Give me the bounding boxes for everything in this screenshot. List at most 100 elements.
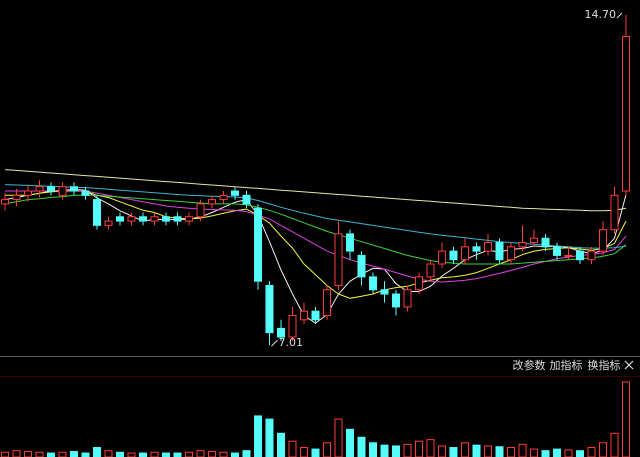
volume-bar	[403, 443, 412, 457]
label-arrow	[616, 12, 623, 19]
candle-body	[139, 216, 147, 222]
volume-bar	[185, 451, 193, 457]
volume-bar	[472, 444, 481, 457]
volume-bar	[242, 450, 251, 457]
candle-body	[288, 315, 297, 338]
candle-body	[334, 233, 343, 286]
candle-body	[599, 229, 607, 252]
candle-body	[495, 242, 504, 261]
volume-bar	[380, 444, 389, 457]
ma-line	[4, 194, 627, 265]
close-button[interactable]	[624, 360, 634, 370]
volume-bar	[231, 452, 239, 457]
toolbar-button[interactable]: 换指标	[588, 358, 621, 372]
volume-bar	[208, 450, 216, 457]
volume-bar	[93, 447, 101, 457]
candle-body	[587, 250, 596, 261]
candle-body	[622, 35, 630, 192]
candle-body	[93, 199, 101, 226]
candle-body	[426, 263, 435, 278]
volume-bar	[173, 452, 182, 457]
candle-body	[530, 237, 538, 244]
candle-body	[58, 186, 67, 196]
volume-bar	[196, 450, 205, 457]
volume-bar	[219, 451, 228, 457]
volume-bar	[265, 418, 274, 457]
candle-body	[185, 216, 193, 222]
volume-bar	[553, 448, 561, 457]
volume-bar	[541, 450, 550, 457]
ma-line	[5, 189, 627, 283]
low-label: 7.01	[279, 336, 304, 349]
candle-body	[415, 276, 423, 291]
volume-bar	[58, 451, 67, 457]
candle-body	[47, 186, 55, 192]
volume-bar	[323, 442, 331, 457]
volume-bar	[369, 442, 377, 457]
volume-bar	[564, 449, 573, 457]
volume-bar	[415, 440, 423, 457]
candle-body	[311, 310, 320, 321]
candle-body	[242, 194, 251, 205]
candle-body	[70, 186, 78, 192]
candle-body	[104, 220, 113, 226]
candle-body	[116, 216, 124, 222]
candle-body	[323, 289, 331, 317]
volume-bar	[461, 442, 469, 457]
volume-bar	[610, 432, 619, 457]
candle-body	[150, 216, 159, 222]
candle-body	[369, 276, 377, 291]
volume-bar	[300, 447, 308, 457]
candle-body	[162, 216, 170, 222]
volume-bar	[24, 450, 32, 457]
candle-body	[438, 250, 446, 265]
candle-body	[35, 186, 44, 192]
volume-bar	[127, 452, 136, 457]
volume-bar	[334, 418, 343, 457]
candle-body	[277, 327, 285, 338]
volume-bar	[587, 447, 596, 457]
candle-body	[507, 246, 515, 261]
volume-bar	[599, 442, 607, 457]
candle-body	[449, 250, 458, 261]
volume-bar	[507, 447, 515, 457]
volume-bar	[12, 450, 21, 457]
volume-bar	[81, 452, 90, 457]
volume-bar	[47, 452, 55, 457]
ma-line	[5, 190, 627, 299]
candle-body	[541, 237, 550, 248]
volume-bar	[438, 445, 446, 457]
label-arrow	[271, 339, 278, 347]
volume-bar	[104, 450, 113, 457]
candle-body	[81, 190, 90, 196]
volume-bar	[150, 451, 159, 457]
candle-body	[380, 289, 389, 295]
volume-bar	[426, 439, 435, 457]
volume-bar	[449, 447, 458, 457]
high-label: 14.70	[585, 8, 617, 21]
candle-body	[472, 246, 481, 252]
candle-body	[564, 254, 573, 257]
close-icon	[624, 360, 634, 370]
volume-bar	[1, 451, 9, 457]
candle-body	[24, 190, 32, 196]
candle-body	[461, 246, 469, 261]
volume-bar	[35, 451, 44, 457]
candle-body	[127, 216, 136, 222]
volume-bar	[346, 428, 354, 457]
volume-bar	[484, 445, 492, 457]
candle-body	[346, 233, 354, 252]
volume-bar	[622, 381, 630, 457]
toolbar-button[interactable]: 加指标	[550, 358, 583, 372]
volume-bar	[495, 446, 504, 457]
candle-body	[357, 254, 366, 278]
candle-body	[1, 199, 9, 205]
candle-body	[254, 207, 262, 282]
toolbar-button[interactable]: 改参数	[513, 358, 546, 372]
volume-bar	[162, 452, 170, 457]
candle-body	[231, 190, 239, 196]
volume-bar	[392, 445, 400, 457]
candle-body	[219, 194, 228, 201]
